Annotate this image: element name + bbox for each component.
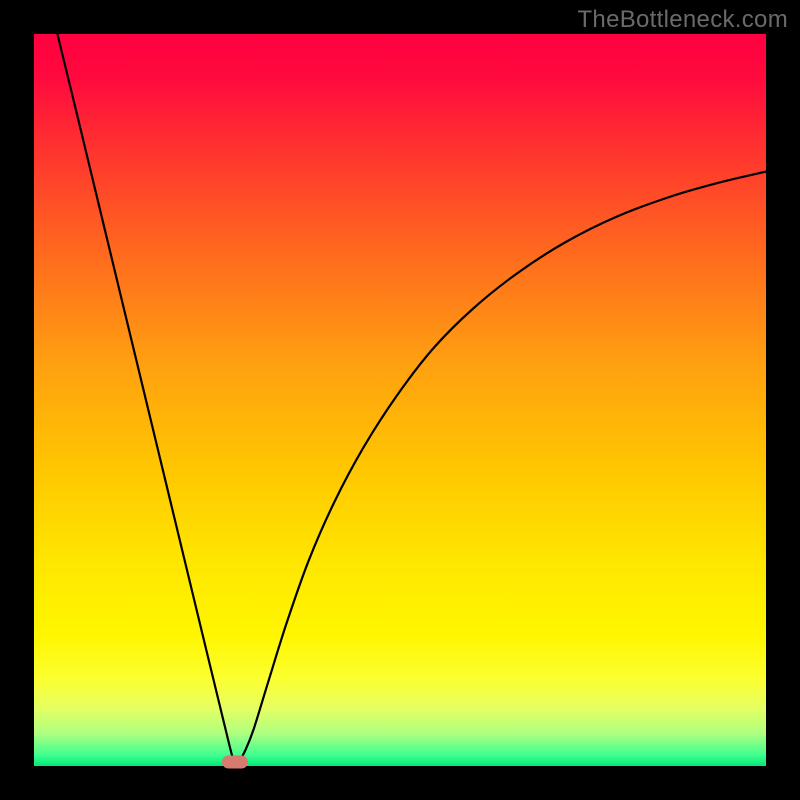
plot-area xyxy=(34,34,766,766)
frame-border-right xyxy=(766,0,800,800)
bottleneck-chart: TheBottleneck.com xyxy=(0,0,800,800)
bottleneck-curve-svg xyxy=(34,34,766,766)
optimal-point-marker xyxy=(222,756,248,769)
frame-border-left xyxy=(0,0,34,800)
bottleneck-curve xyxy=(57,34,766,764)
frame-border-bottom xyxy=(0,766,800,800)
watermark-text: TheBottleneck.com xyxy=(577,6,788,34)
